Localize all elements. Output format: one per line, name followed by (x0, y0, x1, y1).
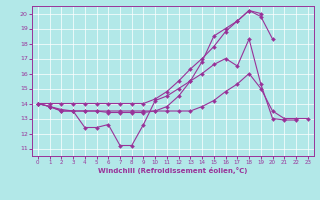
X-axis label: Windchill (Refroidissement éolien,°C): Windchill (Refroidissement éolien,°C) (98, 167, 247, 174)
